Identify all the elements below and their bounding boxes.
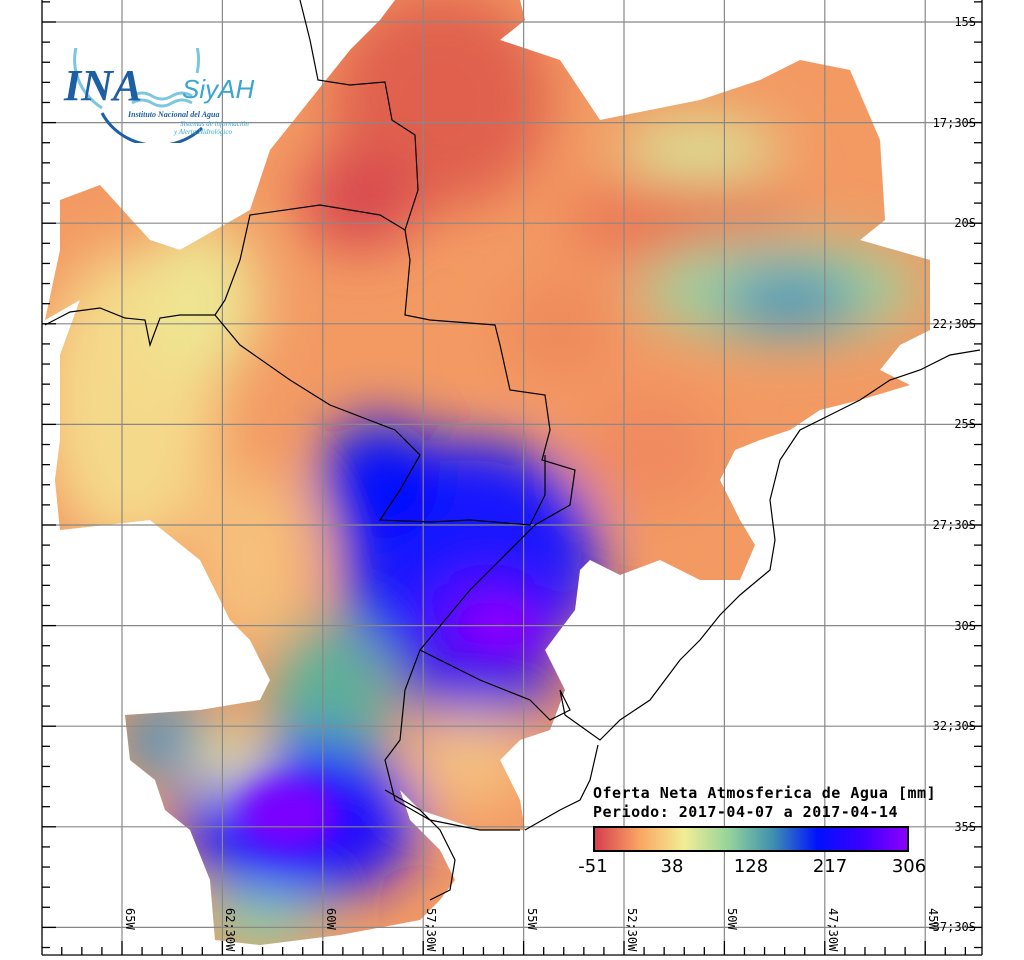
latitude-label: 35S xyxy=(954,819,976,834)
latitude-label: 15S xyxy=(954,15,976,29)
latitude-label: 32;30S xyxy=(932,719,976,734)
logo-line3: y Alerta Hidrológico xyxy=(174,128,232,136)
longitude-label: 50W xyxy=(725,908,740,930)
latitude-label: 27;30S xyxy=(932,518,976,532)
logo-line1: Instituto Nacional del Agua xyxy=(128,110,220,119)
logo-ina-text: INA xyxy=(64,61,143,110)
political-borders xyxy=(44,0,981,901)
latitude-label: 20S xyxy=(954,216,976,231)
longitude-label: 57;30W xyxy=(424,908,439,952)
latitude-label: 37;30S xyxy=(932,920,976,935)
colorbar-tick-label: 306 xyxy=(891,856,927,877)
longitude-label: 55W xyxy=(524,908,539,930)
logo-arc-icon xyxy=(73,48,204,143)
latitude-label: 25S xyxy=(954,417,976,432)
colorbar xyxy=(593,826,909,852)
longitude-label: 60W xyxy=(323,908,338,930)
legend-period: Periodo: 2017-04-07 a 2017-04-14 xyxy=(593,803,898,821)
logo-line2: Sistemas de información xyxy=(180,120,249,128)
latitude-label: 30S xyxy=(954,618,976,633)
longitude-label: 45W xyxy=(926,908,941,930)
colorbar-tick-label: -51 xyxy=(578,856,608,877)
longitude-label: 62;30W xyxy=(223,908,238,952)
latitude-label: 22;30S xyxy=(932,316,976,331)
colorbar-tick-label: 38 xyxy=(660,856,684,877)
longitude-label: 52;30W xyxy=(625,908,639,952)
latitude-label: 17;30S xyxy=(932,115,976,130)
colorbar-tick-label: 217 xyxy=(812,856,848,877)
ina-siyah-logo: INA SiyAH Instituto Nacional del Agua Si… xyxy=(62,48,262,143)
graticule xyxy=(42,0,982,955)
legend-title: Oferta Neta Atmosferica de Agua [mm] xyxy=(593,784,937,802)
longitude-label: 47;30W xyxy=(825,908,840,952)
logo-siyah-text: SiyAH xyxy=(182,74,255,104)
colorbar-tick-label: 128 xyxy=(733,856,769,877)
longitude-label: 65W xyxy=(123,908,137,930)
